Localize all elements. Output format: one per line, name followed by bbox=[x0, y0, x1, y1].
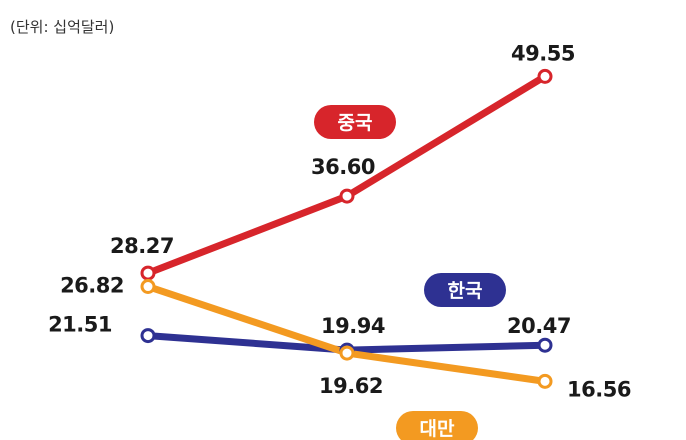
series-name-pill-bg-0 bbox=[314, 105, 396, 139]
data-point-2-1 bbox=[339, 345, 355, 361]
data-point-1-0 bbox=[140, 328, 156, 344]
data-label-2-0: 26.82 bbox=[60, 274, 124, 298]
data-labels: 28.27 36.60 49.55 21.51 19.94 20.47 26.82 19.62… bbox=[48, 41, 631, 401]
data-point-2-0 bbox=[140, 279, 156, 295]
data-point-0-1 bbox=[339, 188, 355, 204]
data-label-1-0: 21.51 bbox=[48, 313, 112, 337]
data-label-0-2: 49.55 bbox=[511, 41, 575, 65]
series-name-pill-0: 중국 bbox=[314, 105, 396, 139]
data-point-1-2 bbox=[537, 337, 553, 353]
series-name-1: 한국 bbox=[448, 280, 483, 302]
data-point-0-2 bbox=[537, 68, 553, 84]
data-label-2-1: 19.62 bbox=[319, 374, 383, 398]
series-points bbox=[140, 68, 553, 389]
series-name-pill-1: 한국 bbox=[424, 273, 506, 307]
data-label-2-2: 16.56 bbox=[567, 377, 631, 401]
series-name-pill-2: 대만 bbox=[396, 411, 478, 440]
series-name-pill-bg-2 bbox=[396, 411, 478, 440]
series-name-2: 대만 bbox=[420, 418, 455, 440]
data-label-1-2: 20.47 bbox=[507, 314, 571, 338]
unit-note: (단위: 십억달러) bbox=[10, 18, 114, 36]
data-point-0-0 bbox=[140, 265, 156, 281]
series-name-pill-bg-1 bbox=[424, 273, 506, 307]
series-name-0: 중국 bbox=[338, 112, 373, 134]
data-label-0-1: 36.60 bbox=[311, 155, 375, 179]
data-label-0-0: 28.27 bbox=[110, 234, 174, 258]
data-label-1-1: 19.94 bbox=[321, 314, 385, 338]
data-point-2-2 bbox=[537, 373, 553, 389]
